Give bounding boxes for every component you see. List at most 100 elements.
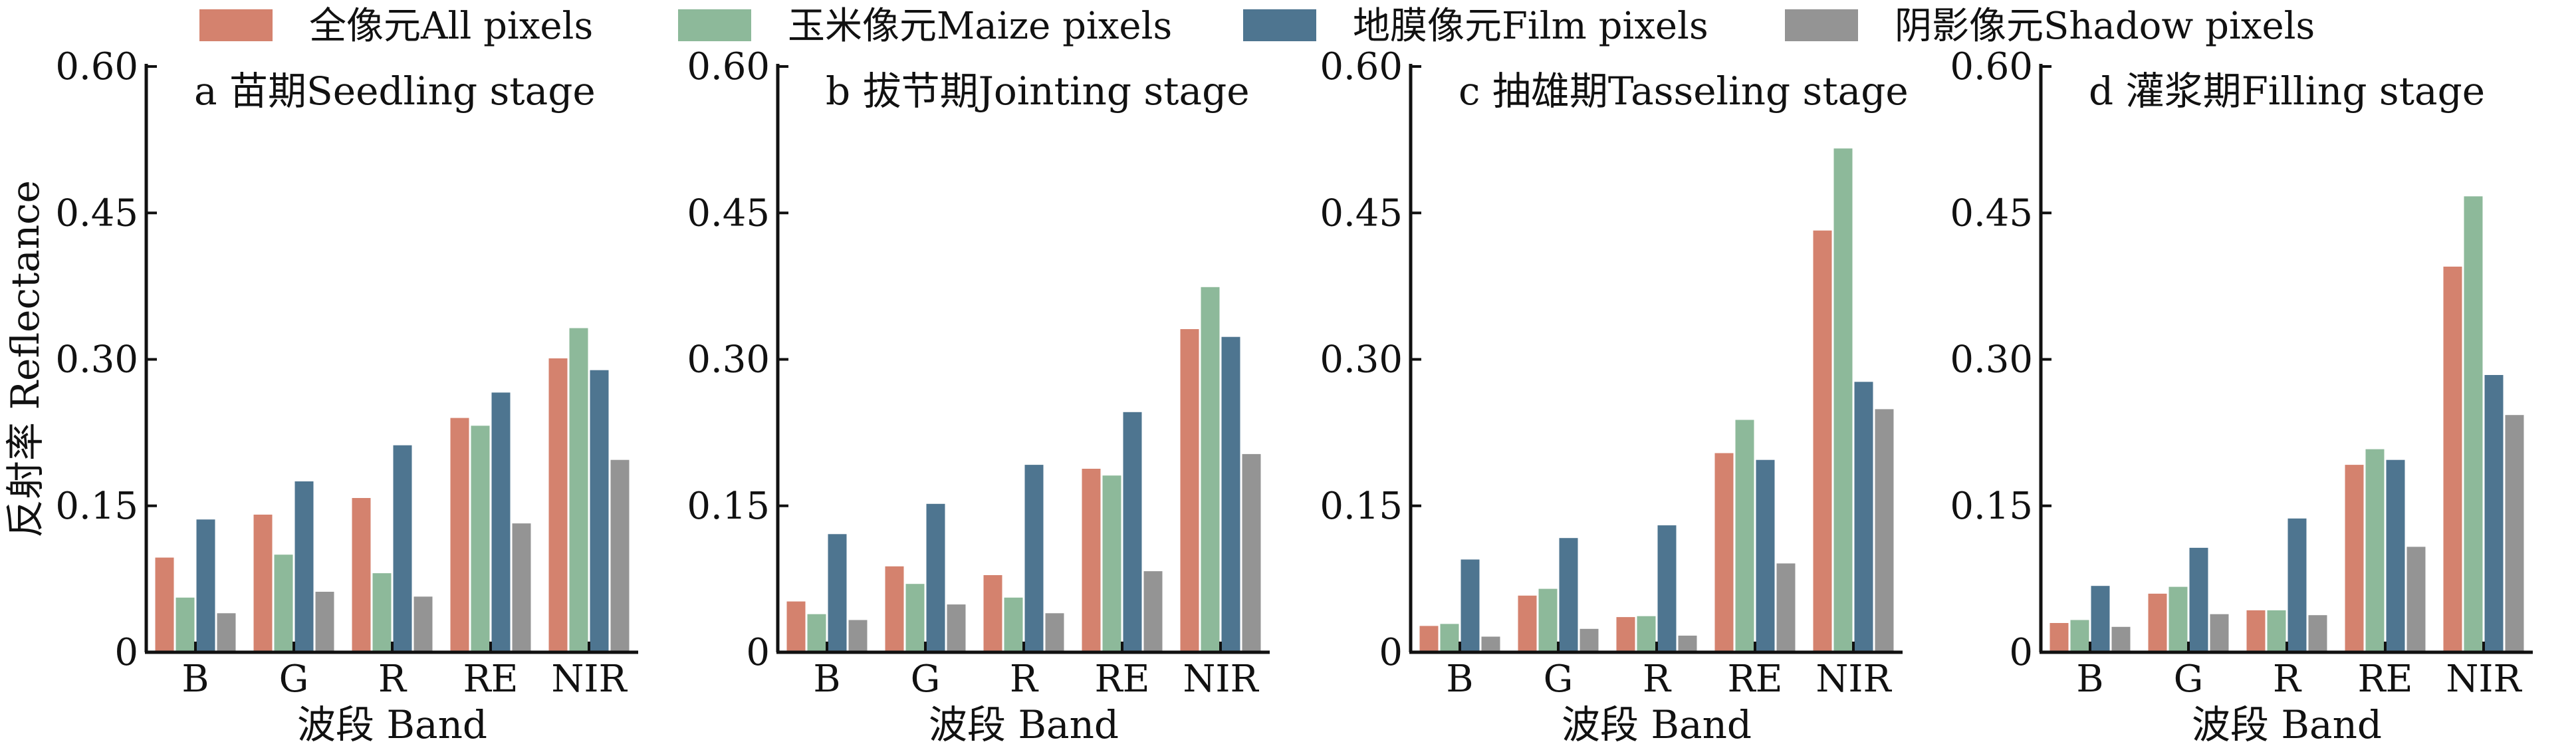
legend-swatch-1 bbox=[678, 9, 751, 41]
y-tick-label-1-1: 0.15 bbox=[687, 485, 770, 528]
y-tick-label-0-3: 0.45 bbox=[55, 191, 138, 235]
bar-2-2-1 bbox=[1559, 538, 1578, 652]
bar-1-0-3 bbox=[1082, 469, 1101, 652]
bar-2-1-2 bbox=[1637, 616, 1656, 652]
bar-0-3-0 bbox=[217, 613, 236, 652]
bar-0-2-4 bbox=[590, 370, 609, 652]
bar-0-3-2 bbox=[413, 596, 433, 652]
bar-2-3-4 bbox=[1875, 409, 1894, 652]
bar-2-0-2 bbox=[1616, 617, 1635, 652]
bar-1-3-1 bbox=[947, 604, 966, 652]
x-tick-label-3-1: G bbox=[2174, 658, 2204, 701]
bar-3-0-0 bbox=[2049, 623, 2069, 652]
bar-3-2-2 bbox=[2287, 518, 2307, 652]
x-tick-label-0-4: NIR bbox=[551, 658, 628, 701]
bar-0-3-4 bbox=[610, 459, 630, 652]
bar-0-0-0 bbox=[155, 557, 174, 652]
x-tick-label-2-1: G bbox=[1544, 658, 1574, 701]
bar-0-0-3 bbox=[450, 418, 469, 652]
bar-3-2-3 bbox=[2386, 459, 2405, 652]
x-axis-title-3: 波段 Band bbox=[2192, 702, 2382, 747]
bar-2-1-4 bbox=[1833, 148, 1853, 653]
bar-3-1-3 bbox=[2365, 449, 2385, 652]
y-tick-label-0-2: 0.30 bbox=[55, 338, 138, 382]
legend-swatch-2 bbox=[1243, 9, 1316, 41]
bar-3-3-0 bbox=[2111, 626, 2131, 652]
bar-0-1-0 bbox=[176, 597, 195, 652]
legend: 全像元All pixels 玉米像元Maize pixels 地膜像元Film pi… bbox=[199, 5, 2315, 48]
bar-3-2-1 bbox=[2189, 547, 2208, 652]
panel-title-3: d 灌浆期Filling stage bbox=[2089, 68, 2485, 114]
bar-1-0-2 bbox=[983, 575, 1002, 652]
legend-swatch-0 bbox=[199, 9, 273, 41]
x-tick-label-3-2: R bbox=[2273, 658, 2302, 701]
x-tick-label-0-1: G bbox=[279, 658, 309, 701]
bar-1-0-1 bbox=[885, 566, 904, 652]
y-tick-label-2-3: 0.45 bbox=[1320, 191, 1403, 235]
x-tick-label-2-0: B bbox=[1446, 658, 1473, 701]
x-tick-label-1-0: B bbox=[813, 658, 840, 701]
y-tick-label-3-4: 0.60 bbox=[1950, 45, 2033, 88]
y-tick-label-2-2: 0.30 bbox=[1320, 338, 1403, 382]
bar-3-1-0 bbox=[2070, 620, 2089, 652]
bar-2-2-3 bbox=[1756, 459, 1775, 652]
y-tick-label-3-1: 0.15 bbox=[1950, 485, 2033, 528]
bar-0-2-1 bbox=[294, 481, 314, 652]
bar-3-3-2 bbox=[2308, 615, 2327, 652]
y-tick-label-0-4: 0.60 bbox=[55, 45, 138, 88]
bar-1-3-4 bbox=[1242, 453, 1261, 652]
y-tick-label-3-0: 0 bbox=[2009, 631, 2033, 674]
bar-1-1-4 bbox=[1201, 287, 1220, 652]
bar-0-0-2 bbox=[352, 498, 371, 652]
bar-2-3-3 bbox=[1776, 563, 1796, 652]
panel-title-2: c 抽雄期Tasseling stage bbox=[1459, 68, 1909, 114]
legend-label-1: 玉米像元Maize pixels bbox=[788, 5, 1172, 48]
y-axis-title: 反射率 Reflectance bbox=[3, 180, 48, 538]
bar-1-3-0 bbox=[848, 620, 868, 652]
panel-1: 0 0.15 0.30 0.45 0.60 B G R RE NIR b 拔节期Jointing s… bbox=[687, 45, 1270, 747]
bar-0-2-0 bbox=[196, 519, 215, 652]
bar-0-1-2 bbox=[372, 573, 392, 652]
y-tick-label-0-1: 0.15 bbox=[55, 485, 138, 528]
panels: 0 0.15 0.30 0.45 0.60 B G R RE NIR a 苗期Seedling st… bbox=[55, 45, 2533, 747]
x-axis-title-0: 波段 Band bbox=[297, 702, 487, 747]
x-tick-label-0-3: RE bbox=[463, 658, 518, 701]
y-tick-label-2-0: 0 bbox=[1379, 631, 1403, 674]
bar-2-1-1 bbox=[1538, 588, 1558, 652]
bar-0-2-3 bbox=[491, 392, 511, 652]
bar-1-3-2 bbox=[1045, 613, 1064, 652]
x-tick-label-0-0: B bbox=[181, 658, 209, 701]
x-tick-label-2-2: R bbox=[1643, 658, 1672, 701]
bar-0-2-2 bbox=[393, 445, 412, 652]
bar-2-2-0 bbox=[1461, 559, 1480, 652]
x-tick-label-1-3: RE bbox=[1094, 658, 1149, 701]
y-tick-label-1-0: 0 bbox=[746, 631, 770, 674]
bar-2-1-3 bbox=[1735, 420, 1754, 652]
legend-label-2: 地膜像元Film pixels bbox=[1353, 5, 1708, 48]
bar-1-0-4 bbox=[1180, 329, 1199, 652]
bar-0-0-4 bbox=[548, 358, 568, 652]
bar-2-0-4 bbox=[1813, 230, 1832, 652]
bar-2-3-1 bbox=[1580, 628, 1599, 652]
bar-1-0-0 bbox=[786, 601, 806, 652]
bar-3-0-3 bbox=[2345, 465, 2364, 652]
bar-1-2-2 bbox=[1024, 465, 1044, 652]
bar-3-3-1 bbox=[2210, 614, 2229, 652]
bar-1-2-0 bbox=[828, 534, 847, 652]
x-axis-title-1: 波段 Band bbox=[929, 702, 1119, 747]
bar-0-1-4 bbox=[569, 328, 588, 652]
bar-3-3-4 bbox=[2505, 415, 2524, 652]
y-tick-label-2-1: 0.15 bbox=[1320, 485, 1403, 528]
bar-0-3-1 bbox=[315, 592, 334, 652]
bar-0-1-3 bbox=[471, 426, 490, 652]
bar-2-3-0 bbox=[1481, 636, 1500, 652]
bar-3-3-3 bbox=[2406, 547, 2426, 652]
bar-2-1-0 bbox=[1440, 624, 1459, 652]
x-axis-title-2: 波段 Band bbox=[1562, 702, 1752, 747]
bar-3-0-2 bbox=[2246, 610, 2266, 652]
x-tick-label-1-4: NIR bbox=[1183, 658, 1259, 701]
bar-1-1-2 bbox=[1004, 597, 1023, 652]
panel-2: 0 0.15 0.30 0.45 0.60 B G R RE NIR c 抽雄期Tasseling … bbox=[1320, 45, 1908, 747]
legend-swatch-3 bbox=[1785, 9, 1858, 41]
